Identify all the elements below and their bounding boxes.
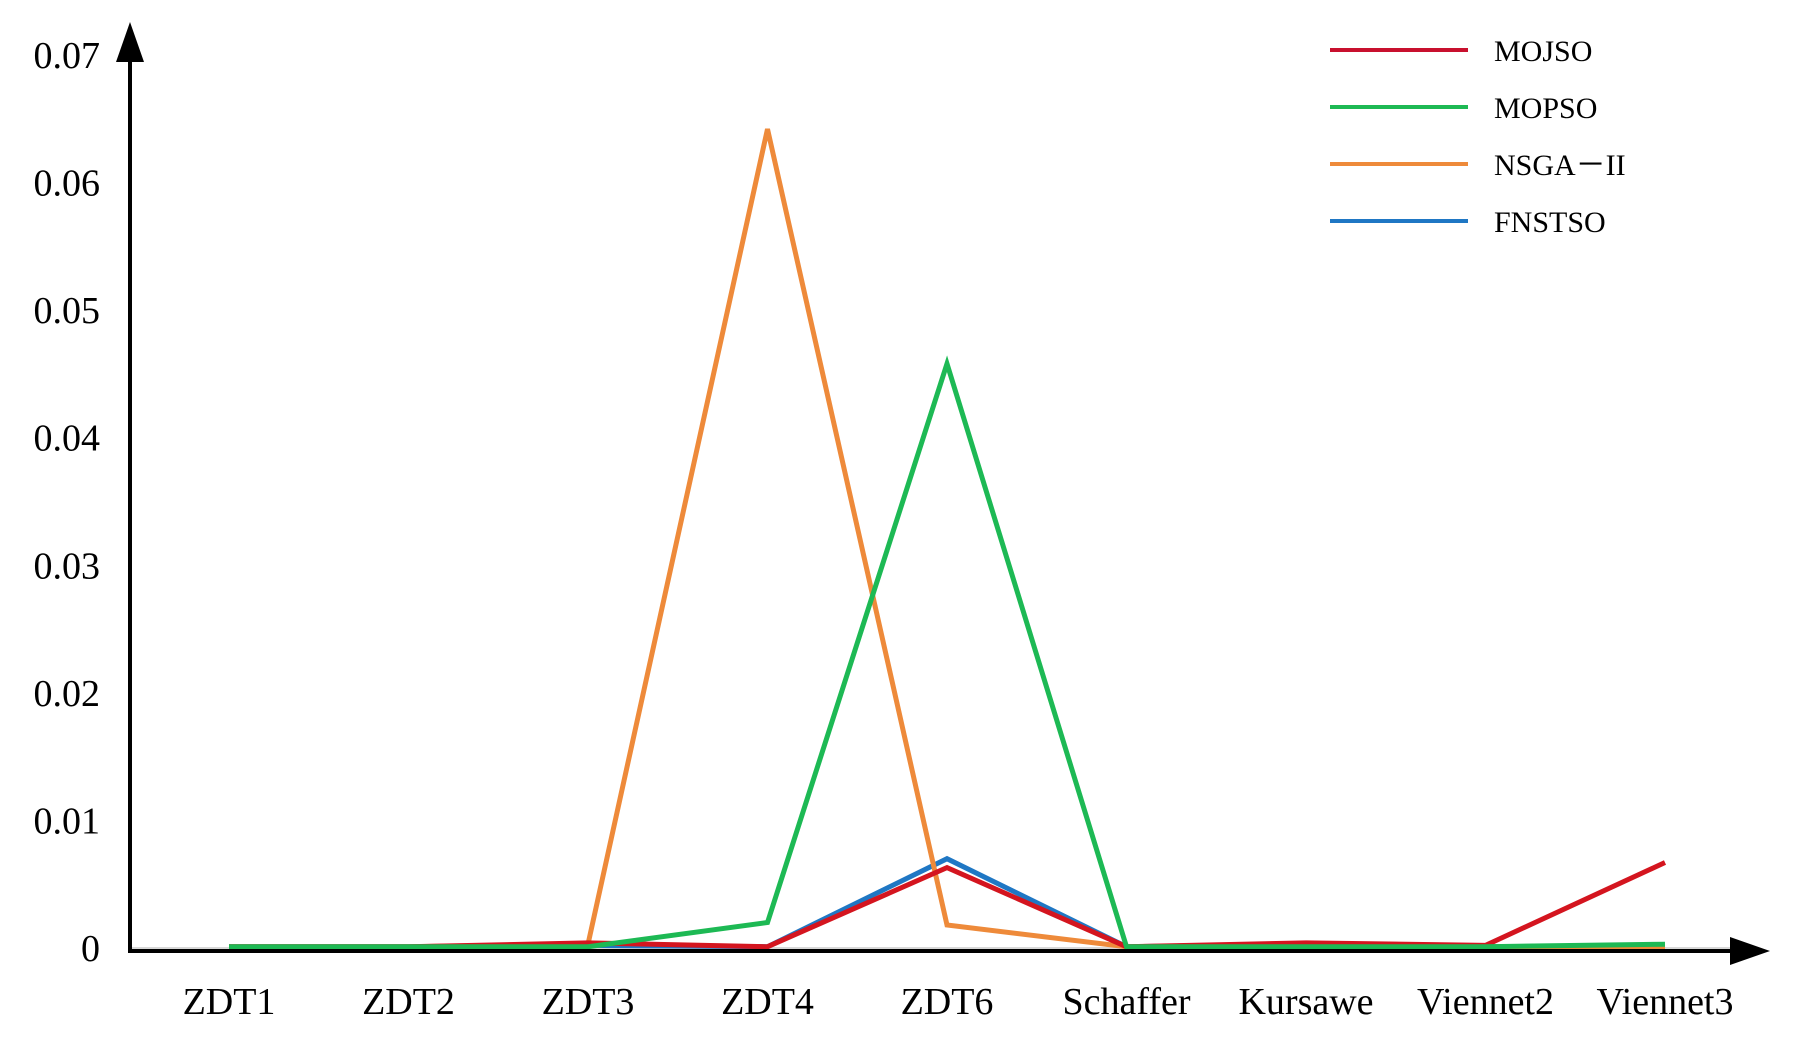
x-tick-label: ZDT2: [362, 981, 455, 1023]
legend-label: MOPSO: [1494, 92, 1597, 125]
series-layer: [229, 128, 1667, 950]
legend-item: MOJSO: [1330, 35, 1592, 68]
axes-layer: [116, 22, 1770, 965]
legend-item: FNSTSO: [1330, 206, 1606, 239]
legend-label: NSGA－II: [1494, 149, 1626, 182]
legend-item: NSGA－II: [1330, 149, 1626, 182]
x-tick-label: Schaffer: [1062, 981, 1190, 1023]
x-tick-label: ZDT4: [721, 981, 814, 1023]
x-tick-label: ZDT3: [542, 981, 635, 1023]
x-axis-arrow-icon: [1730, 937, 1770, 965]
x-tick-label: Viennet3: [1596, 981, 1733, 1023]
y-tick-label: 0.07: [34, 35, 101, 77]
legend-item: MOPSO: [1330, 92, 1597, 125]
y-tick-label: 0.01: [34, 800, 101, 842]
x-tick-label: Viennet2: [1417, 981, 1554, 1023]
y-tick-labels: 0 0.01 0.02 0.03 0.04 0.05 0.06 0.07: [34, 35, 101, 970]
legend: MOJSO MOPSO NSGA－II FNSTSO: [1330, 35, 1626, 239]
y-tick-label: 0.02: [34, 673, 101, 715]
series-line-mopso: [229, 355, 1666, 950]
series-line-mojso: [229, 860, 1667, 950]
x-tick-labels: ZDT1 ZDT2 ZDT3 ZDT4 ZDT6 Schaffer Kursawe Vienn…: [183, 981, 1734, 1023]
y-tick-label: 0.03: [34, 545, 101, 587]
x-tick-label: Kursawe: [1238, 981, 1373, 1023]
y-tick-label: 0.04: [34, 418, 101, 460]
legend-label: FNSTSO: [1494, 206, 1606, 239]
y-tick-label: 0.06: [34, 163, 101, 205]
y-tick-label: 0.05: [34, 290, 101, 332]
series-line-nsga-ii: [229, 128, 1665, 950]
legend-label: MOJSO: [1494, 35, 1592, 68]
x-tick-label: ZDT1: [183, 981, 276, 1023]
series-line-fnstso: [229, 855, 1665, 950]
y-tick-label: 0: [81, 928, 100, 970]
y-axis-arrow-icon: [116, 22, 144, 62]
x-tick-label: ZDT6: [901, 981, 994, 1023]
